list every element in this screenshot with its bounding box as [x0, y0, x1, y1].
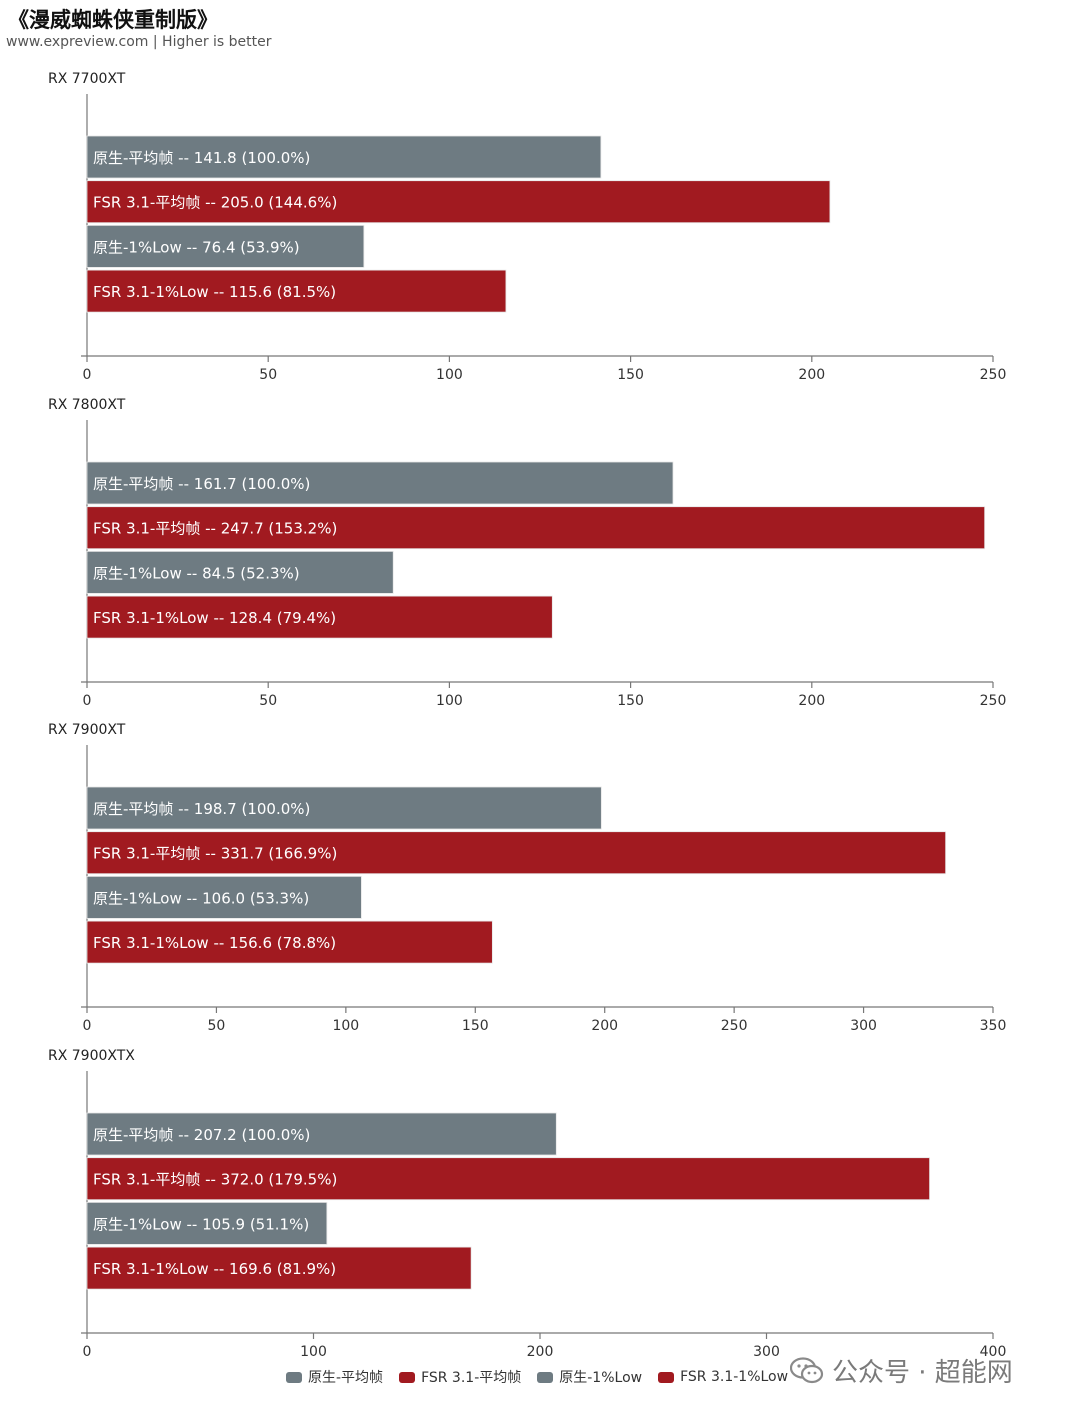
x-tick-label: 50	[259, 367, 277, 383]
bar-label: 原生-平均帧 -- 141.8 (100.0%)	[93, 149, 310, 167]
chart-title: 《漫威蜘蛛侠重制版》	[8, 8, 218, 32]
legend-item-native-avg[interactable]: 原生-平均帧	[286, 1367, 383, 1387]
x-tick-label: 50	[259, 693, 277, 709]
x-tick-label: 100	[436, 367, 463, 383]
x-tick-label: 400	[980, 1344, 1007, 1360]
bar-label: 原生-平均帧 -- 207.2 (100.0%)	[93, 1126, 310, 1144]
legend-label: FSR 3.1-平均帧	[421, 1370, 522, 1386]
x-tick-label: 150	[462, 1018, 489, 1034]
x-tick-label: 200	[591, 1018, 618, 1034]
x-tick-label: 150	[617, 693, 644, 709]
x-tick-label: 0	[83, 693, 92, 709]
wechat-icon	[790, 1356, 824, 1383]
bar	[86, 461, 674, 505]
bar-label: 原生-平均帧 -- 161.7 (100.0%)	[93, 475, 310, 493]
watermark-text: 公众号 · 超能网	[832, 1358, 1013, 1388]
bar	[86, 876, 362, 919]
x-tick-label: 0	[83, 1344, 92, 1360]
bar	[86, 506, 986, 550]
bar-label: FSR 3.1-平均帧 -- 331.7 (166.9%)	[93, 845, 337, 863]
legend-item-fsr-avg[interactable]: FSR 3.1-平均帧	[399, 1367, 521, 1387]
bar	[86, 595, 553, 639]
x-tick-label: 250	[980, 693, 1007, 709]
x-tick-label: 100	[332, 1018, 359, 1034]
bar	[86, 551, 394, 594]
x-tick-label: 0	[83, 1018, 92, 1034]
bar-label: 原生-1%Low -- 76.4 (53.9%)	[93, 238, 300, 256]
legend-swatch	[658, 1371, 675, 1383]
x-tick-label: 200	[798, 693, 825, 709]
x-tick-label: 200	[798, 367, 825, 383]
legend-swatch	[286, 1371, 302, 1383]
x-tick-label: 300	[850, 1018, 877, 1034]
x-tick-label: 150	[617, 367, 644, 383]
bar	[86, 135, 602, 179]
bar	[86, 224, 365, 268]
panel-title: RX 7700XT	[48, 71, 126, 87]
panel-title: RX 7800XT	[48, 397, 126, 413]
x-tick-label: 200	[527, 1344, 554, 1360]
x-tick-label: 250	[980, 367, 1007, 383]
bar	[86, 786, 602, 830]
x-tick-label: 0	[83, 367, 92, 383]
x-tick-label: 100	[300, 1344, 327, 1360]
legend-label: FSR 3.1-1%Low	[680, 1369, 789, 1385]
bar-label: FSR 3.1-1%Low -- 128.4 (79.4%)	[93, 609, 336, 627]
legend-swatch	[399, 1371, 416, 1383]
bar	[86, 269, 507, 313]
x-tick-label: 250	[721, 1018, 748, 1034]
legend-label: 原生-1%Low	[559, 1370, 643, 1386]
bar-label: FSR 3.1-1%Low -- 156.6 (78.8%)	[93, 934, 336, 952]
bar-label: FSR 3.1-平均帧 -- 247.7 (153.2%)	[93, 520, 337, 538]
bar-label: FSR 3.1-1%Low -- 169.6 (81.9%)	[93, 1260, 336, 1278]
watermark: 公众号 · 超能网	[790, 1352, 1013, 1389]
legend-swatch	[537, 1371, 554, 1383]
bar-label: FSR 3.1-1%Low -- 115.6 (81.5%)	[93, 283, 336, 301]
chart-subtitle: www.expreview.com | Higher is better	[6, 34, 272, 50]
x-tick-label: 50	[208, 1018, 226, 1034]
legend-item-native-low[interactable]: 原生-1%Low	[537, 1367, 642, 1387]
x-tick-label: 350	[980, 1018, 1007, 1034]
panel-title: RX 7900XT	[48, 722, 126, 738]
panel-title: RX 7900XTX	[48, 1048, 135, 1064]
bar	[86, 180, 831, 224]
bar	[86, 1157, 930, 1201]
bar	[86, 1246, 472, 1290]
bar-label: FSR 3.1-平均帧 -- 372.0 (179.5%)	[93, 1171, 337, 1189]
legend-label: 原生-平均帧	[308, 1370, 384, 1386]
bar-label: 原生-1%Low -- 105.9 (51.1%)	[93, 1215, 309, 1233]
x-tick-label: 100	[436, 693, 463, 709]
bar-label: 原生-1%Low -- 84.5 (52.3%)	[93, 564, 300, 582]
legend: 原生-平均帧 FSR 3.1-平均帧 原生-1%Low FSR 3.1-1%Lo…	[286, 1367, 788, 1387]
bar	[86, 1112, 557, 1156]
bar-label: 原生-1%Low -- 106.0 (53.3%)	[93, 889, 309, 907]
bar-label: 原生-平均帧 -- 198.7 (100.0%)	[93, 800, 310, 818]
bar-label: FSR 3.1-平均帧 -- 205.0 (144.6%)	[93, 194, 337, 212]
bar	[86, 831, 947, 875]
x-tick-label: 300	[753, 1344, 780, 1360]
legend-item-fsr-low[interactable]: FSR 3.1-1%Low	[658, 1369, 788, 1385]
bar	[86, 920, 493, 964]
bar	[86, 1202, 328, 1245]
